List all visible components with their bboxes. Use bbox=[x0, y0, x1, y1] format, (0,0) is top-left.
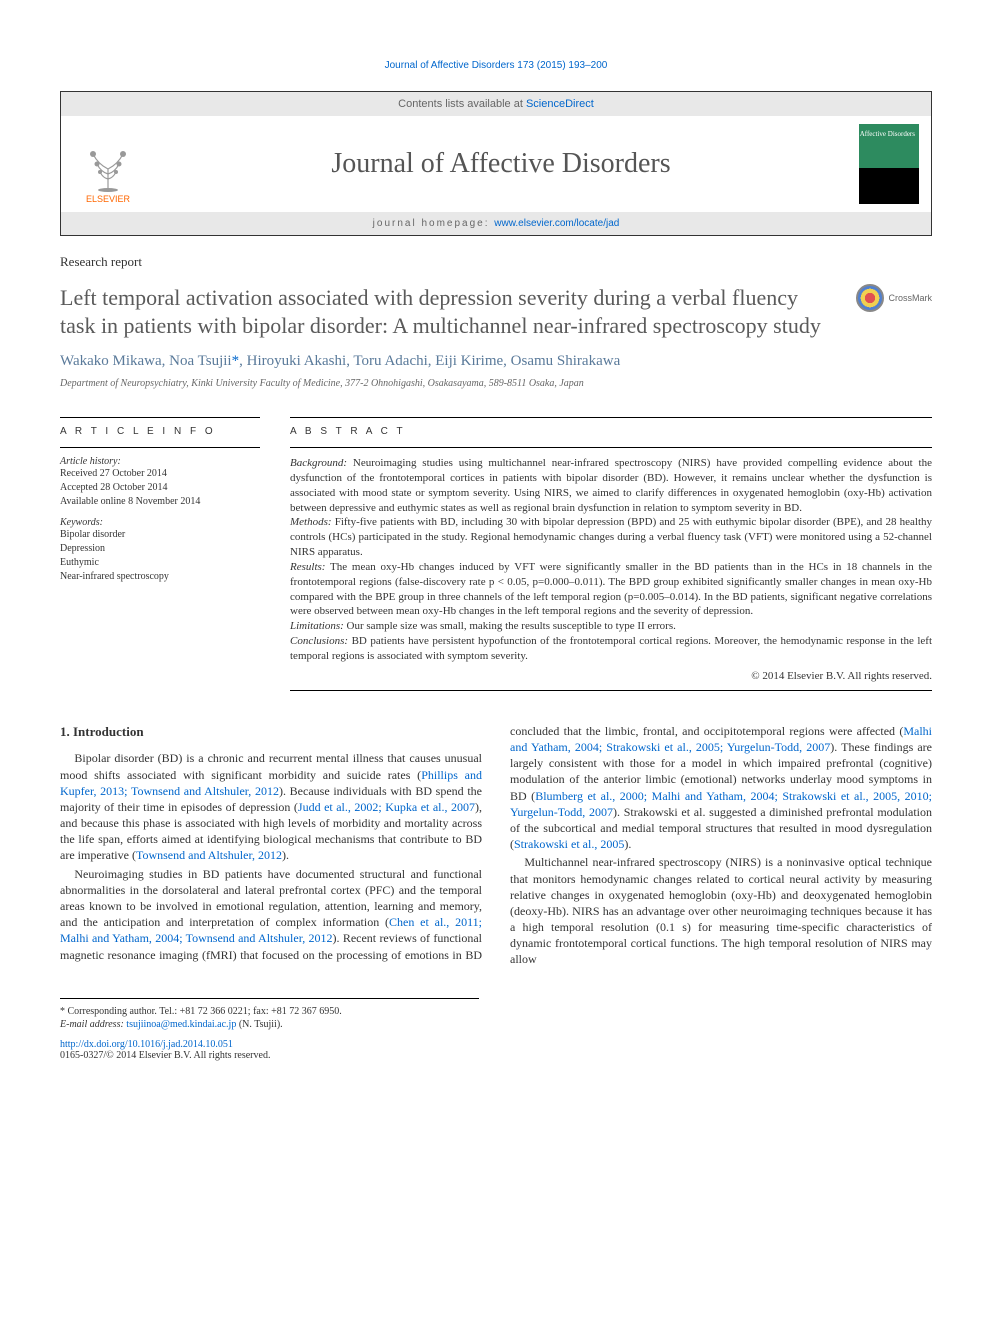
crossmark-badge-wrap[interactable]: CrossMark bbox=[856, 284, 932, 312]
p3: Multichannel near-infrared spectroscopy … bbox=[510, 854, 932, 967]
elsevier-tree-icon bbox=[83, 144, 133, 194]
history-label: Article history: bbox=[60, 456, 260, 467]
fn-email-suffix: (N. Tsujii). bbox=[236, 1019, 282, 1030]
fn-email-label: E-mail address: bbox=[60, 1019, 126, 1030]
history-item: Accepted 28 October 2014 bbox=[60, 481, 260, 495]
journal-title: Journal of Affective Disorders bbox=[143, 148, 859, 180]
article-title: Left temporal activation associated with… bbox=[60, 284, 856, 339]
masthead-main: ELSEVIER Journal of Affective Disorders … bbox=[61, 116, 931, 212]
fn-marker: * bbox=[60, 1006, 65, 1017]
cite-link[interactable]: Strakowski et al., 2005 bbox=[514, 837, 624, 851]
authors: Wakako Mikawa, Noa Tsujii*, Hiroyuki Aka… bbox=[60, 353, 932, 370]
contents-pre: Contents lists available at bbox=[398, 98, 526, 110]
p1-a: Bipolar disorder (BD) is a chronic and r… bbox=[60, 751, 482, 781]
abstract-heading: A B S T R A C T bbox=[290, 426, 932, 437]
abs-conclusions: BD patients have persistent hypofunction… bbox=[290, 635, 932, 662]
intro-heading: 1. Introduction bbox=[60, 723, 482, 741]
p1-d: ). bbox=[282, 848, 289, 862]
footnotes: * Corresponding author. Tel.: +81 72 366… bbox=[60, 998, 479, 1031]
abs-bg: Neuroimaging studies using multichannel … bbox=[290, 457, 932, 514]
doi-link[interactable]: http://dx.doi.org/10.1016/j.jad.2014.10.… bbox=[60, 1039, 233, 1050]
abs-results: The mean oxy-Hb changes induced by VFT w… bbox=[290, 561, 932, 618]
masthead-homepage-line: journal homepage: www.elsevier.com/locat… bbox=[61, 212, 931, 235]
abs-bg-label: Background: bbox=[290, 457, 347, 469]
homepage-link[interactable]: www.elsevier.com/locate/jad bbox=[494, 218, 619, 229]
keyword-item: Euthymic bbox=[60, 556, 260, 570]
abs-conclusions-label: Conclusions: bbox=[290, 635, 348, 647]
abs-limitations: Our sample size was small, making the re… bbox=[344, 620, 676, 632]
article-info-heading: A R T I C L E I N F O bbox=[60, 426, 260, 437]
journal-cover-thumb: Affective Disorders bbox=[859, 124, 919, 204]
keyword-item: Depression bbox=[60, 542, 260, 556]
history-item: Available online 8 November 2014 bbox=[60, 495, 260, 509]
article-type: Research report bbox=[60, 254, 932, 270]
abstract-copyright: © 2014 Elsevier B.V. All rights reserved… bbox=[290, 670, 932, 682]
abstract-column: A B S T R A C T Background: Neuroimaging… bbox=[290, 409, 932, 699]
article-info-column: A R T I C L E I N F O Article history: R… bbox=[60, 409, 260, 699]
body-text: 1. Introduction Bipolar disorder (BD) is… bbox=[60, 723, 932, 968]
fn-email-link[interactable]: tsujiinoa@med.kindai.ac.jp bbox=[126, 1019, 236, 1030]
crossmark-icon bbox=[856, 284, 884, 312]
cite-link[interactable]: Judd et al., 2002; Kupka et al., 2007 bbox=[298, 800, 475, 814]
fn-corresp: Corresponding author. Tel.: +81 72 366 0… bbox=[68, 1006, 342, 1017]
keywords-label: Keywords: bbox=[60, 517, 260, 528]
abs-methods: Fifty-five patients with BD, including 3… bbox=[290, 516, 932, 558]
abstract-text: Background: Neuroimaging studies using m… bbox=[290, 456, 932, 664]
elsevier-logo: ELSEVIER bbox=[73, 124, 143, 204]
abs-limitations-label: Limitations: bbox=[290, 620, 344, 632]
keyword-item: Bipolar disorder bbox=[60, 528, 260, 542]
author-names-1: Wakako Mikawa, Noa Tsujii bbox=[60, 353, 232, 369]
cover-title: Affective Disorders bbox=[860, 130, 915, 138]
abs-methods-label: Methods: bbox=[290, 516, 332, 528]
crossmark-label: CrossMark bbox=[888, 293, 932, 303]
sciencedirect-link[interactable]: ScienceDirect bbox=[526, 98, 594, 110]
elsevier-name: ELSEVIER bbox=[86, 194, 130, 204]
running-header-link[interactable]: Journal of Affective Disorders 173 (2015… bbox=[385, 60, 608, 71]
masthead: Contents lists available at ScienceDirec… bbox=[60, 91, 932, 236]
homepage-pre: journal homepage: bbox=[373, 218, 495, 229]
keyword-item: Near-infrared spectroscopy bbox=[60, 570, 260, 584]
author-names-2: , Hiroyuki Akashi, Toru Adachi, Eiji Kir… bbox=[239, 353, 620, 369]
history-item: Received 27 October 2014 bbox=[60, 467, 260, 481]
running-header: Journal of Affective Disorders 173 (2015… bbox=[60, 60, 932, 71]
abs-results-label: Results: bbox=[290, 561, 325, 573]
p2-e: ). bbox=[624, 837, 631, 851]
doi-block: http://dx.doi.org/10.1016/j.jad.2014.10.… bbox=[60, 1039, 932, 1061]
cite-link[interactable]: Chen et al., bbox=[389, 915, 449, 929]
affiliation: Department of Neuropsychiatry, Kinki Uni… bbox=[60, 378, 932, 389]
cite-link[interactable]: Townsend and Altshuler, 2012 bbox=[136, 848, 282, 862]
issn-line: 0165-0327/© 2014 Elsevier B.V. All right… bbox=[60, 1050, 270, 1061]
corresp-marker-link[interactable]: * bbox=[232, 353, 240, 369]
masthead-contents-line: Contents lists available at ScienceDirec… bbox=[61, 92, 931, 116]
